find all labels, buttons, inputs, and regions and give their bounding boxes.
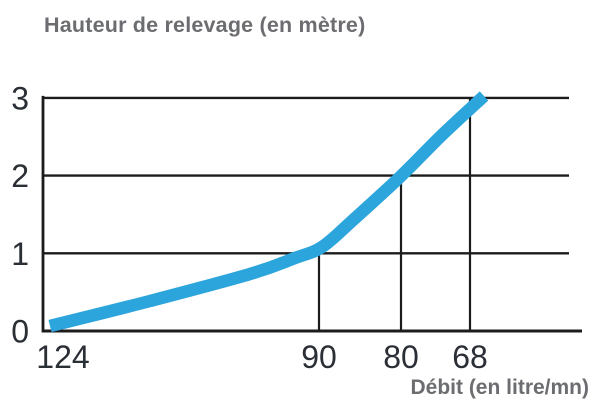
x-tick-label-124: 124 <box>36 339 89 375</box>
x-tick-label-68: 68 <box>452 339 488 375</box>
chart-title: Hauteur de relevage (en mètre) <box>44 13 366 37</box>
pump-curve <box>48 91 489 333</box>
y-tick-label-3: 3 <box>11 80 29 116</box>
x-axis-label: Débit (en litre/mn) <box>410 376 589 399</box>
x-tick-label-90: 90 <box>301 339 337 375</box>
y-tick-label-2: 2 <box>11 158 29 194</box>
y-tick-label-0: 0 <box>11 314 29 350</box>
y-tick-label-1: 1 <box>11 236 29 272</box>
x-tick-label-80: 80 <box>383 339 419 375</box>
